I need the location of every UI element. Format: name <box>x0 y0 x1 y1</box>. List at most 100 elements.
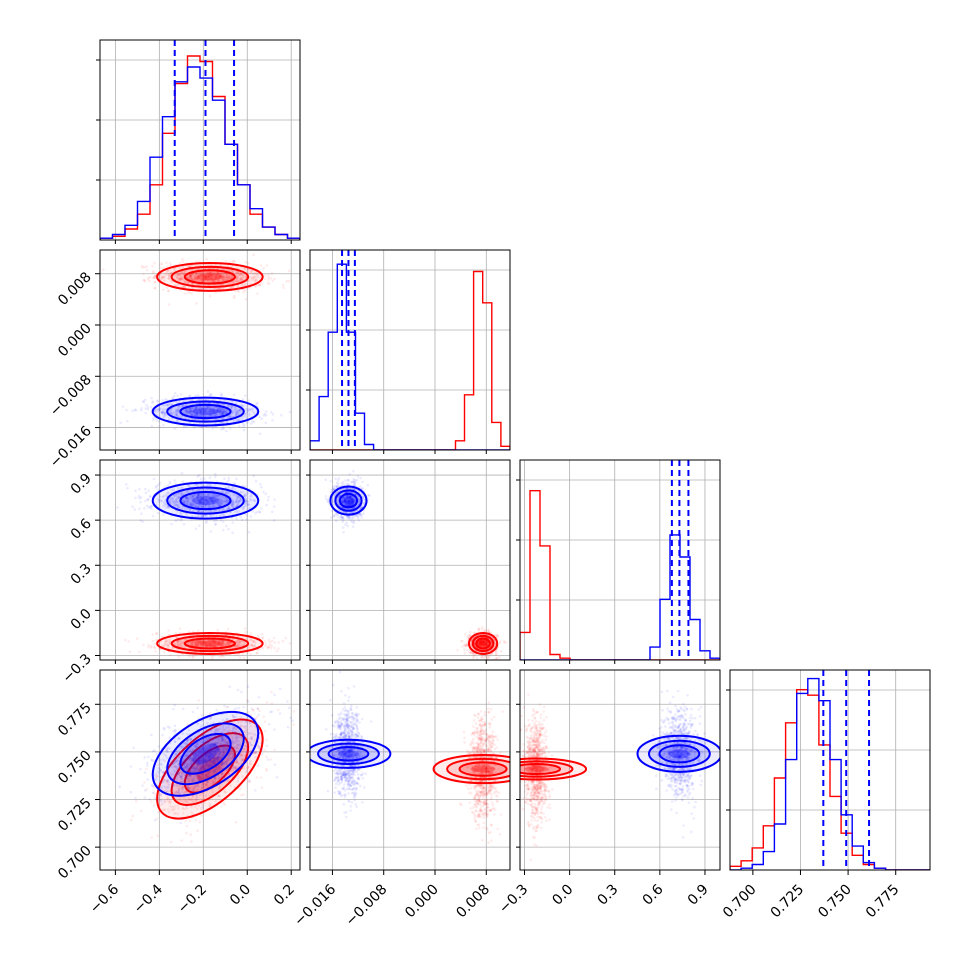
scatter-point <box>468 634 472 637</box>
scatter-point <box>189 504 192 507</box>
scatter-point <box>252 474 255 478</box>
scatter-point <box>304 632 307 635</box>
scatter-point <box>201 641 204 645</box>
scatter-point <box>484 629 487 633</box>
scatter-point <box>479 640 483 644</box>
scatter-point <box>222 411 225 414</box>
scatter-point <box>227 643 230 647</box>
scatter-point <box>178 405 182 408</box>
scatter-point <box>168 499 172 502</box>
scatter-point <box>180 471 184 475</box>
scatter-point <box>211 409 215 412</box>
scatter-point <box>239 639 242 643</box>
scatter-point <box>166 645 170 649</box>
scatter-point <box>214 643 218 646</box>
scatter-point <box>216 413 219 417</box>
scatter-point <box>200 425 204 429</box>
scatter-point <box>266 646 270 649</box>
scatter-point <box>483 628 486 632</box>
scatter-point <box>218 642 222 646</box>
scatter-point <box>190 277 194 281</box>
scatter-point <box>221 427 225 430</box>
scatter-point <box>211 411 214 415</box>
scatter-point <box>165 261 168 265</box>
scatter-point <box>200 497 203 500</box>
scatter-point <box>270 272 274 275</box>
scatter-point <box>190 514 194 518</box>
scatter-point <box>208 642 212 645</box>
scatter-point <box>198 278 202 281</box>
scatter-point <box>221 274 225 278</box>
scatter-point <box>146 278 150 281</box>
scatter-point <box>202 273 205 276</box>
scatter-point <box>151 271 155 274</box>
scatter-point <box>225 497 229 500</box>
scatter-point <box>198 498 202 502</box>
scatter-point <box>215 408 218 412</box>
scatter-point <box>222 275 225 279</box>
scatter-point <box>175 408 178 411</box>
scatter-point <box>329 480 333 483</box>
scatter-point <box>236 495 240 498</box>
scatter-point <box>232 296 236 300</box>
scatter-point <box>190 277 194 280</box>
scatter-point <box>223 399 226 402</box>
scatter-point <box>235 277 239 280</box>
scatter-point <box>225 499 228 502</box>
scatter-point <box>241 491 245 494</box>
scatter-point <box>258 511 262 514</box>
scatter-point <box>237 279 240 283</box>
scatter-point <box>271 419 274 422</box>
scatter-point <box>250 643 253 646</box>
scatter-point <box>208 497 212 501</box>
scatter-point <box>228 641 231 644</box>
scatter-point <box>144 407 148 411</box>
scatter-point <box>233 279 236 283</box>
scatter-point <box>181 405 184 408</box>
scatter-point <box>463 651 467 655</box>
scatter-point <box>240 417 244 421</box>
scatter-point <box>250 422 253 425</box>
scatter-point <box>204 277 207 280</box>
scatter-point <box>234 500 238 504</box>
scatter-point <box>189 409 193 413</box>
scatter-point <box>232 259 235 263</box>
scatter-point <box>147 643 150 647</box>
scatter-point <box>218 499 222 503</box>
scatter-point <box>223 643 227 647</box>
scatter-point <box>177 644 180 647</box>
scatter-point <box>213 639 217 642</box>
scatter-point <box>478 644 481 647</box>
scatter-point <box>240 518 244 522</box>
scatter-point <box>232 281 235 284</box>
scatter-point <box>192 409 196 412</box>
scatter-point <box>225 277 229 280</box>
scatter-point <box>214 522 218 526</box>
scatter-point <box>133 408 137 412</box>
scatter-point <box>199 273 203 276</box>
scatter-point <box>182 640 185 644</box>
scatter-point <box>481 640 484 643</box>
scatter-point <box>237 273 240 277</box>
scatter-point <box>207 642 210 645</box>
scatter-point <box>204 414 208 418</box>
scatter-point <box>480 641 484 644</box>
scatter-point <box>203 643 207 646</box>
scatter-point <box>215 413 218 417</box>
scatter-point <box>258 432 262 436</box>
scatter-point <box>220 502 223 506</box>
scatter-point <box>195 505 198 509</box>
scatter-point <box>245 275 248 279</box>
scatter-point <box>239 497 242 501</box>
scatter-point <box>163 499 167 503</box>
density-contour <box>196 640 224 647</box>
scatter-point <box>204 407 207 411</box>
scatter-point <box>167 641 171 644</box>
scatter-point <box>356 475 360 478</box>
scatter-point <box>263 412 267 416</box>
scatter-point <box>191 272 195 276</box>
scatter-point <box>162 403 166 407</box>
scatter-point <box>243 284 247 287</box>
scatter-point <box>207 644 210 647</box>
scatter-point <box>185 500 189 504</box>
